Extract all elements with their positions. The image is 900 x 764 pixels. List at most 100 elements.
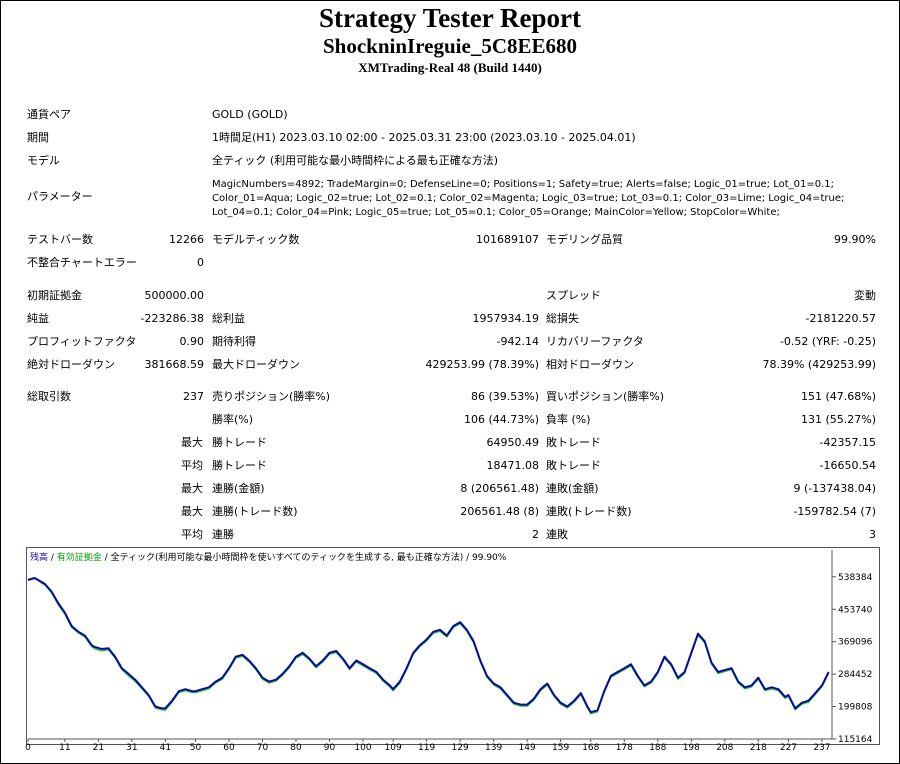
pf-value: 0.90: [179, 335, 205, 348]
avg-win-label: 勝トレード: [212, 459, 267, 472]
spread-value: 変動: [854, 289, 876, 302]
abs-dd-label: 絶対ドローダウン: [27, 358, 115, 371]
max-cons-loss-label: 連敗(トレード数): [546, 505, 632, 518]
gross-profit-value: 1957934.19: [472, 312, 539, 325]
net-value: -223286.38: [140, 312, 204, 325]
avg-loss-value: -16650.54: [819, 459, 876, 472]
trades-value: 237: [183, 390, 204, 403]
largest-loss-label: 敗トレード: [546, 436, 601, 449]
x-tick-label: 178: [616, 743, 633, 753]
max-prefix: 最大: [181, 436, 203, 449]
server-info: XMTrading-Real 48 (Build 1440): [358, 60, 542, 75]
x-tick-label: 227: [780, 743, 797, 753]
model-value: 全ティック (利用可能な最小時間枠による最も正確な方法): [212, 154, 499, 167]
x-tick-label: 129: [452, 743, 469, 753]
legend-model: 全ティック(利用可能な最小時間枠を使いすべてのティックを生成する, 最も正確な方…: [110, 553, 464, 563]
ticks-label: モデルティック数: [212, 233, 300, 246]
y-tick-label: 538384: [838, 573, 873, 583]
payoff-label: 期待利得: [212, 335, 256, 348]
ticks-value: 101689107: [476, 233, 539, 246]
legend-equity: 有効証拠金: [56, 553, 102, 563]
x-tick-label: 60: [223, 743, 235, 753]
max-dd-value: 429253.99 (78.39%): [425, 358, 539, 371]
balance-chart-frame: [26, 547, 880, 745]
ea-name: ShockninIreguie_5C8EE680: [323, 34, 577, 58]
long-label: 買いポジション(勝率%): [546, 390, 665, 403]
x-tick-label: 11: [59, 743, 70, 753]
quality-value: 99.90%: [834, 233, 876, 246]
x-tick-label: 41: [160, 743, 171, 753]
max-prefix: 最大: [181, 505, 203, 518]
max-cons-loss-value: -159782.54 (7): [793, 505, 876, 518]
x-tick-label: 109: [385, 743, 402, 753]
legend-quality: 99.90%: [472, 553, 507, 563]
max-cons-losses-value: 9 (-137438.04): [793, 482, 876, 495]
x-tick-label: 80: [290, 743, 302, 753]
x-tick-label: 159: [552, 743, 569, 753]
max-prefix: 最大: [181, 482, 203, 495]
balance-line: [27, 577, 830, 714]
long-value: 151 (47.68%): [800, 390, 876, 403]
model-label: モデル: [27, 154, 60, 167]
x-tick-label: 149: [519, 743, 536, 753]
avg-prefix: 平均: [181, 459, 203, 472]
params-label: パラメーター: [27, 190, 93, 203]
params-value: MagicNumbers=4892; TradeMargin=0; Defens…: [212, 179, 845, 218]
spread-label: スプレッド: [546, 289, 601, 302]
symbol-value: GOLD (GOLD): [212, 108, 288, 121]
payoff-value: -942.14: [496, 335, 539, 348]
mismatch-label: 不整合チャートエラー: [27, 256, 137, 269]
max-dd-label: 最大ドローダウン: [212, 358, 300, 371]
x-tick-label: 208: [716, 743, 733, 753]
chart-legend: 残高 / 有効証拠金 / 全ティック(利用可能な最小時間枠を使いすべてのティック…: [30, 553, 506, 564]
x-tick-label: 70: [257, 743, 269, 753]
x-tick-label: 139: [485, 743, 502, 753]
avg-cons-losses-label: 連敗: [546, 528, 568, 541]
max-cons-wins-value: 8 (206561.48): [460, 482, 539, 495]
largest-loss-value: -42357.15: [819, 436, 876, 449]
x-tick-label: 119: [418, 743, 435, 753]
abs-dd-value: 381668.59: [144, 358, 205, 371]
avg-cons-losses-value: 3: [869, 528, 876, 541]
trades-label: 総取引数: [27, 390, 71, 403]
gross-loss-label: 総損失: [546, 312, 579, 325]
period-value: 1時間足(H1) 2023.03.10 02:00 - 2025.03.31 2…: [212, 131, 636, 144]
x-tick-label: 218: [750, 743, 767, 753]
legend-separator: /: [48, 553, 57, 563]
avg-win-value: 18471.08: [486, 459, 540, 472]
y-tick-label: 284452: [838, 670, 872, 680]
max-cons-profit-value: 206561.48 (8): [460, 505, 539, 518]
short-label: 売りポジション(勝率%): [212, 390, 331, 403]
recovery-value: -0.52 (YRF: -0.25): [779, 335, 876, 348]
lossrate-label: 負率 (%): [546, 413, 591, 426]
x-tick-label: 168: [582, 743, 599, 753]
max-cons-profit-label: 連勝(トレード数): [212, 505, 298, 518]
bars-label: テストバー数: [27, 233, 93, 246]
net-label: 純益: [27, 312, 49, 325]
avg-cons-wins-label: 連勝: [212, 528, 234, 541]
x-tick-label: 31: [126, 743, 137, 753]
y-tick-label: 369096: [838, 638, 873, 648]
deposit-label: 初期証拠金: [27, 289, 82, 302]
x-tick-label: 50: [190, 743, 202, 753]
gross-loss-value: -2181220.57: [805, 312, 876, 325]
winrate-value: 106 (44.73%): [463, 413, 539, 426]
max-cons-wins-label: 連勝(金額): [212, 482, 265, 495]
report-title: Strategy Tester Report: [319, 3, 581, 33]
deposit-value: 500000.00: [144, 289, 205, 302]
symbol-label: 通貨ペア: [27, 108, 71, 121]
y-tick-label: 453740: [838, 605, 873, 615]
x-tick-label: 188: [649, 743, 666, 753]
y-tick-label: 115164: [838, 735, 873, 745]
bars-value: 12266: [169, 233, 204, 246]
period-label: 期間: [27, 131, 49, 144]
x-tick-label: 90: [324, 743, 336, 753]
largest-win-value: 64950.49: [486, 436, 540, 449]
y-tick-label: 199808: [838, 703, 873, 713]
legend-balance: 残高: [30, 553, 49, 563]
legend-separator: /: [463, 553, 473, 563]
rel-dd-value: 78.39% (429253.99): [762, 358, 876, 371]
winrate-label: 勝率(%): [212, 413, 254, 426]
mismatch-value: 0: [197, 256, 204, 269]
x-tick-label: 198: [683, 743, 700, 753]
